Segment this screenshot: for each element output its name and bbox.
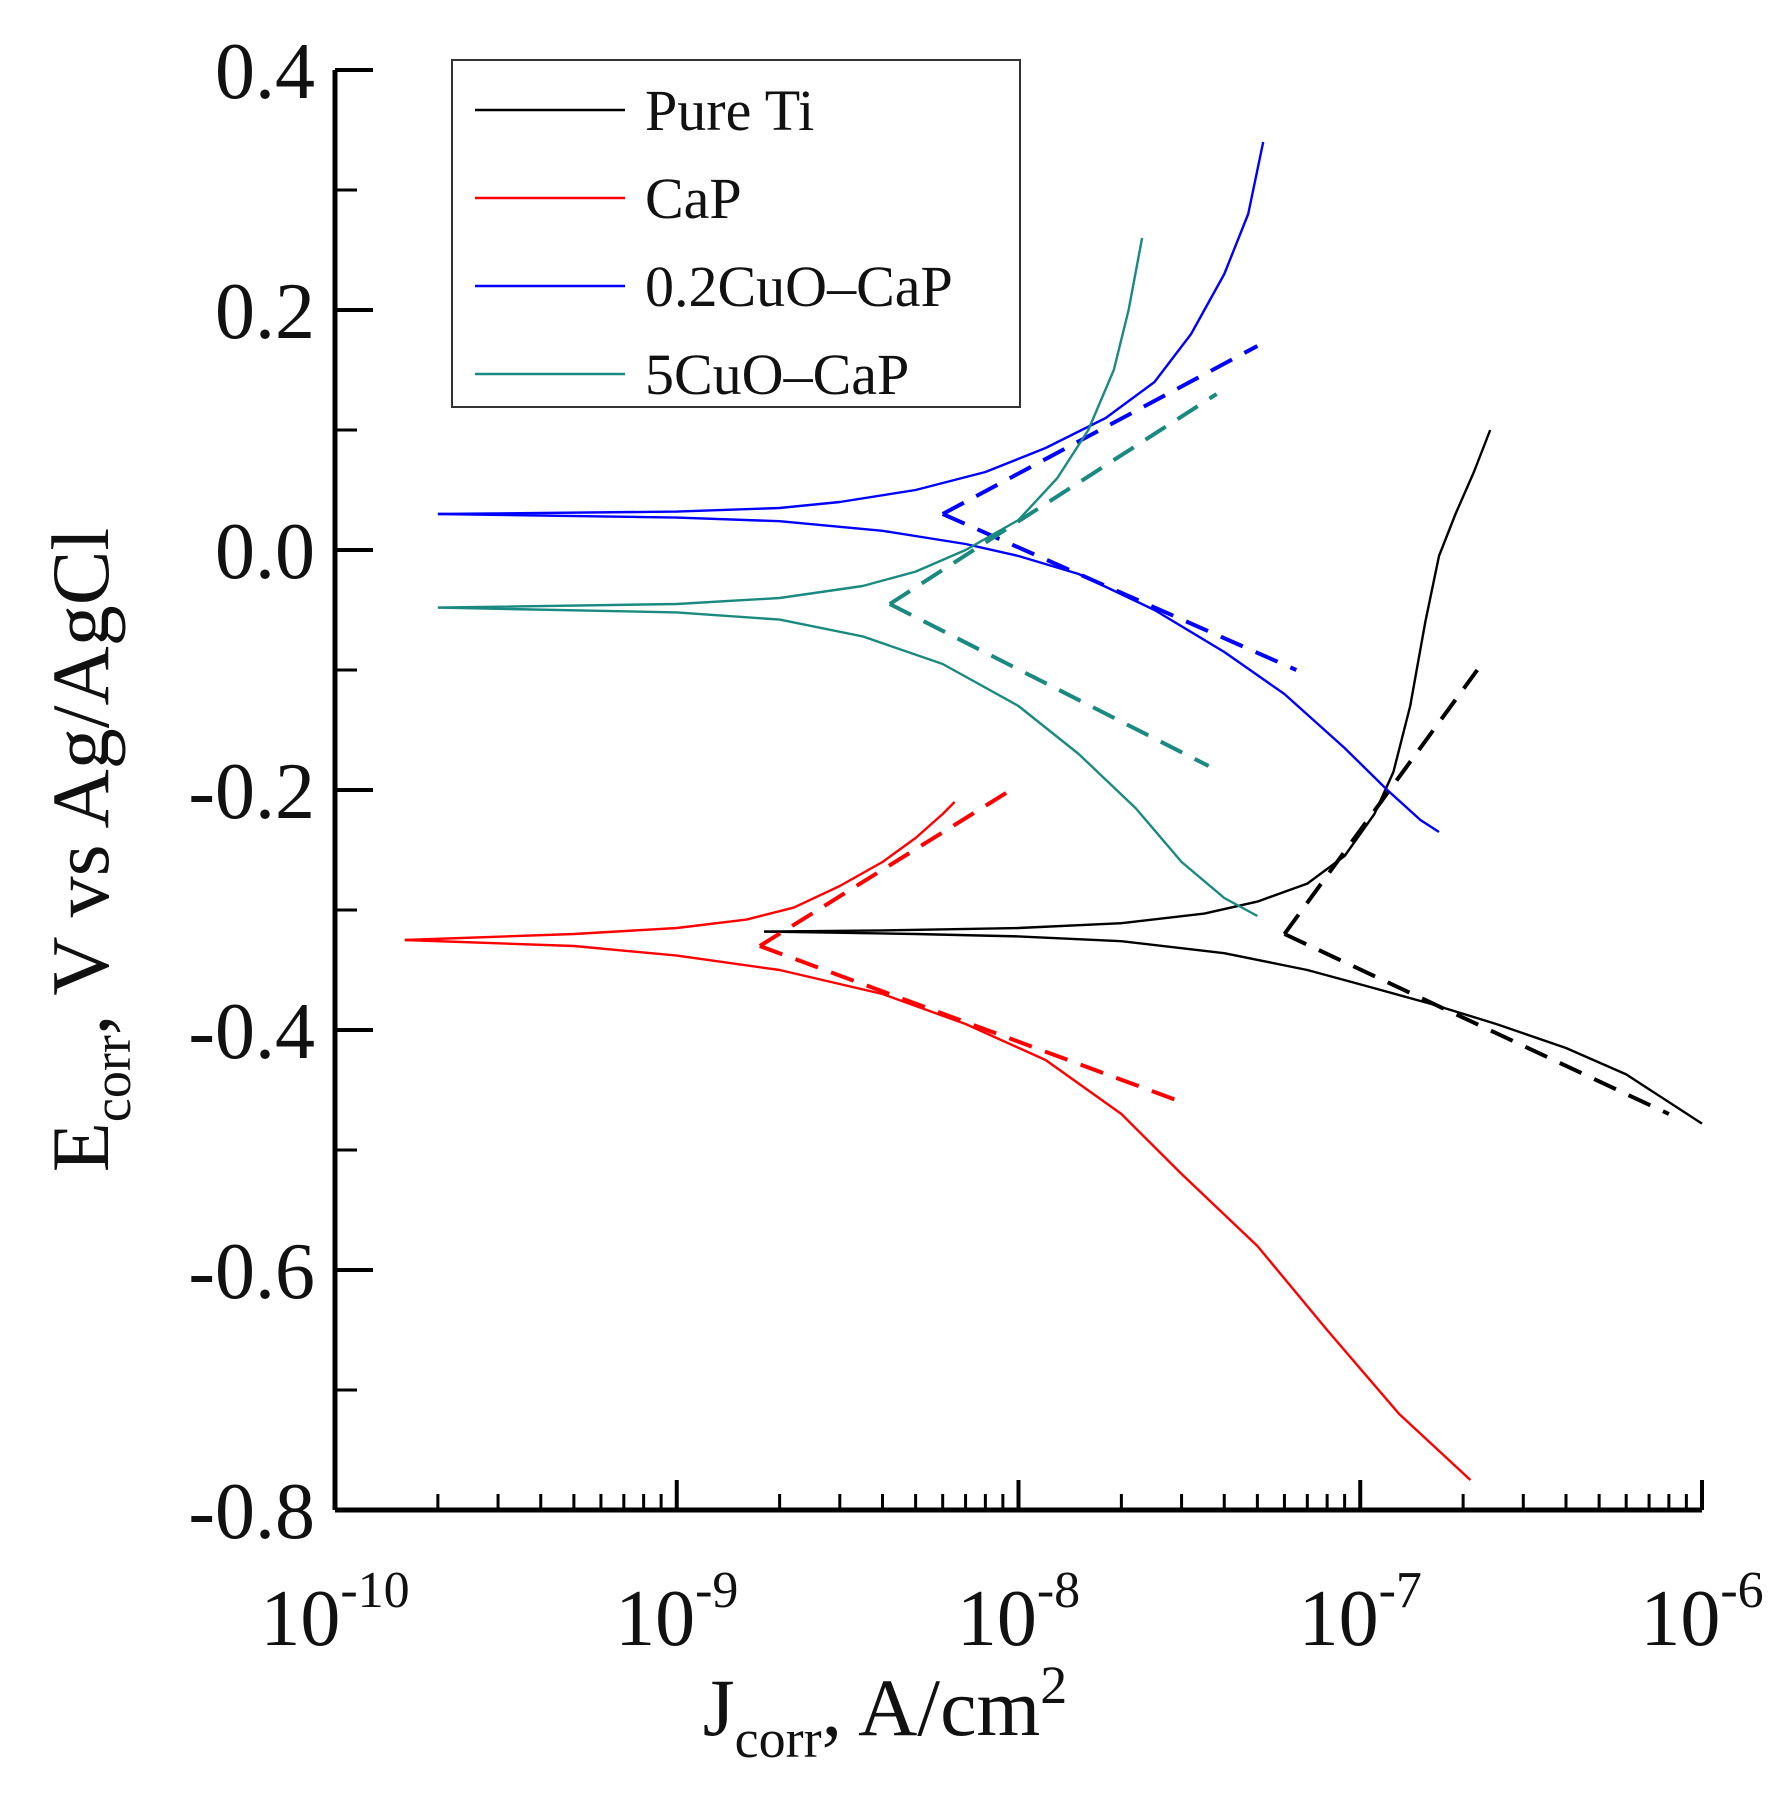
pure-ti-anodic-curve	[763, 429, 1492, 933]
x-tick-label: 10-9	[615, 1562, 738, 1663]
pure-ti-tafel-line-2	[1283, 932, 1670, 1116]
y-tick-label: -0.6	[188, 1228, 315, 1316]
cap-tafel-line-2	[759, 944, 1183, 1104]
x-axis-title: Jcorr, A/cm2	[703, 1655, 1068, 1769]
x-tick-label: 10-6	[1640, 1562, 1763, 1663]
cap-tafel-line-1	[758, 788, 1012, 948]
y-title-sub: corr	[82, 1035, 142, 1122]
x-title-sub: corr	[735, 1709, 822, 1769]
x-title-rest: , A/cm	[822, 1662, 1041, 1753]
y-title-rest: , V vs Ag/AgCl	[35, 528, 126, 1035]
5cuo-cap-tafel-line-2	[888, 602, 1210, 768]
5cuo-cap-legend-label: 5CuO–CaP	[645, 342, 909, 407]
y-tick-labels: 0.4 0.2 0.0 -0.2 -0.4 -0.6 -0.8	[188, 28, 315, 1556]
x-tick-label: 10-8	[957, 1562, 1080, 1663]
y-tick-label: 0.2	[215, 268, 315, 356]
x-tick-label: 10-10	[260, 1562, 409, 1663]
x-tick-labels: 10-10 10-9 10-8 10-7 10-6	[260, 1562, 1763, 1663]
x-title-main: J	[703, 1662, 735, 1753]
5cuo-cap-tafel-line-1	[888, 392, 1218, 606]
cap-cathodic-curve	[404, 938, 1472, 1481]
pure-ti-cathodic-curve	[763, 930, 1703, 1125]
5cuo-cap-anodic-curve	[437, 237, 1144, 609]
ticks-group	[333, 68, 1704, 1512]
pure-ti-legend-label: Pure Ti	[645, 78, 814, 143]
cap-legend-label: CaP	[645, 166, 742, 231]
y-tick-label: 0.4	[215, 28, 315, 116]
y-tick-label: -0.8	[188, 1468, 315, 1556]
y-tick-label: -0.4	[188, 988, 315, 1076]
legend: Pure Ti CaP 0.2CuO–CaP 5CuO–CaP	[451, 59, 1021, 408]
y-axis-title: Ecorr, V vs Ag/AgCl	[35, 528, 142, 1172]
series-group	[404, 141, 1703, 1481]
5cuo-cap-cathodic-curve	[437, 606, 1258, 918]
0-2cuo-cap-tafel-line-2	[941, 512, 1298, 672]
0-2cuo-cap-tafel-line-1	[941, 344, 1259, 516]
x-title-sup: 2	[1040, 1655, 1067, 1715]
y-tick-label: -0.2	[188, 748, 315, 836]
0-2cuo-cap-anodic-curve	[437, 141, 1265, 516]
cap-anodic-curve	[404, 801, 956, 942]
y-title-main: E	[35, 1122, 126, 1172]
pure-ti-tafel-line-1	[1282, 668, 1479, 936]
legend-box	[451, 59, 1021, 408]
x-tick-label: 10-7	[1299, 1562, 1422, 1663]
y-tick-label: 0.0	[215, 508, 315, 596]
0-2cuo-cap-legend-label: 0.2CuO–CaP	[645, 254, 953, 319]
